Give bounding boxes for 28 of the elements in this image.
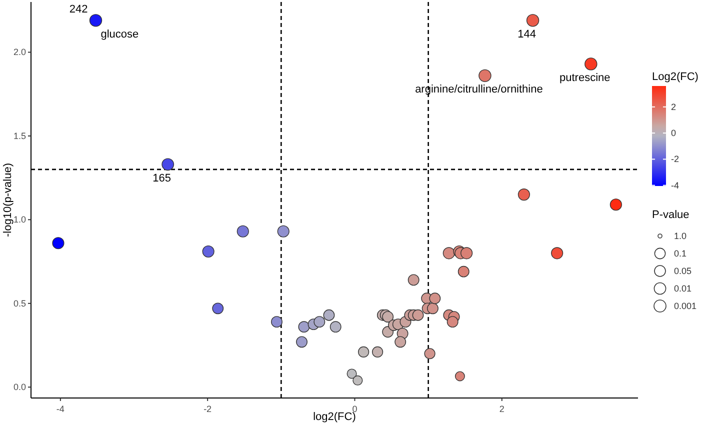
x-tick-label: 0 <box>352 404 358 414</box>
y-axis-title: -log10(p-value) <box>2 163 14 237</box>
color-bar-label: -4 <box>671 180 680 190</box>
x-tick-label: 2 <box>499 404 504 414</box>
legend-title: P-value <box>652 209 690 221</box>
color-bar-label: -2 <box>671 154 680 164</box>
annotation: glucose <box>100 28 139 40</box>
y-tick-label: 0.5 <box>13 298 26 308</box>
color-bar-label: 2 <box>671 102 676 112</box>
y-tick-label: 2.0 <box>13 47 26 58</box>
legend-label: 0.1 <box>674 248 687 258</box>
x-axis-title: log2(FC) <box>313 411 356 423</box>
legend-label: 0.001 <box>674 301 697 311</box>
y-tick-label: 1.0 <box>13 214 26 225</box>
annotation: 242 <box>69 3 88 16</box>
legend-label: 0.05 <box>674 266 692 276</box>
x-tick-label: -4 <box>56 404 64 414</box>
x-tick-label: -2 <box>204 404 212 414</box>
annotation: 165 <box>152 172 172 184</box>
color-bar-title: Log2(FC) <box>652 71 698 83</box>
legend-label: 1.0 <box>674 231 687 241</box>
legend-label: 0.01 <box>674 284 692 294</box>
annotation: 144 <box>518 28 536 40</box>
y-tick-label: 1.5 <box>13 130 26 141</box>
annotation: putrescine <box>560 72 610 84</box>
color-bar-label: 0 <box>671 128 676 138</box>
annotation: arginine/citrulline/ornithine <box>415 84 543 96</box>
y-tick-label: 0.0 <box>13 382 26 392</box>
